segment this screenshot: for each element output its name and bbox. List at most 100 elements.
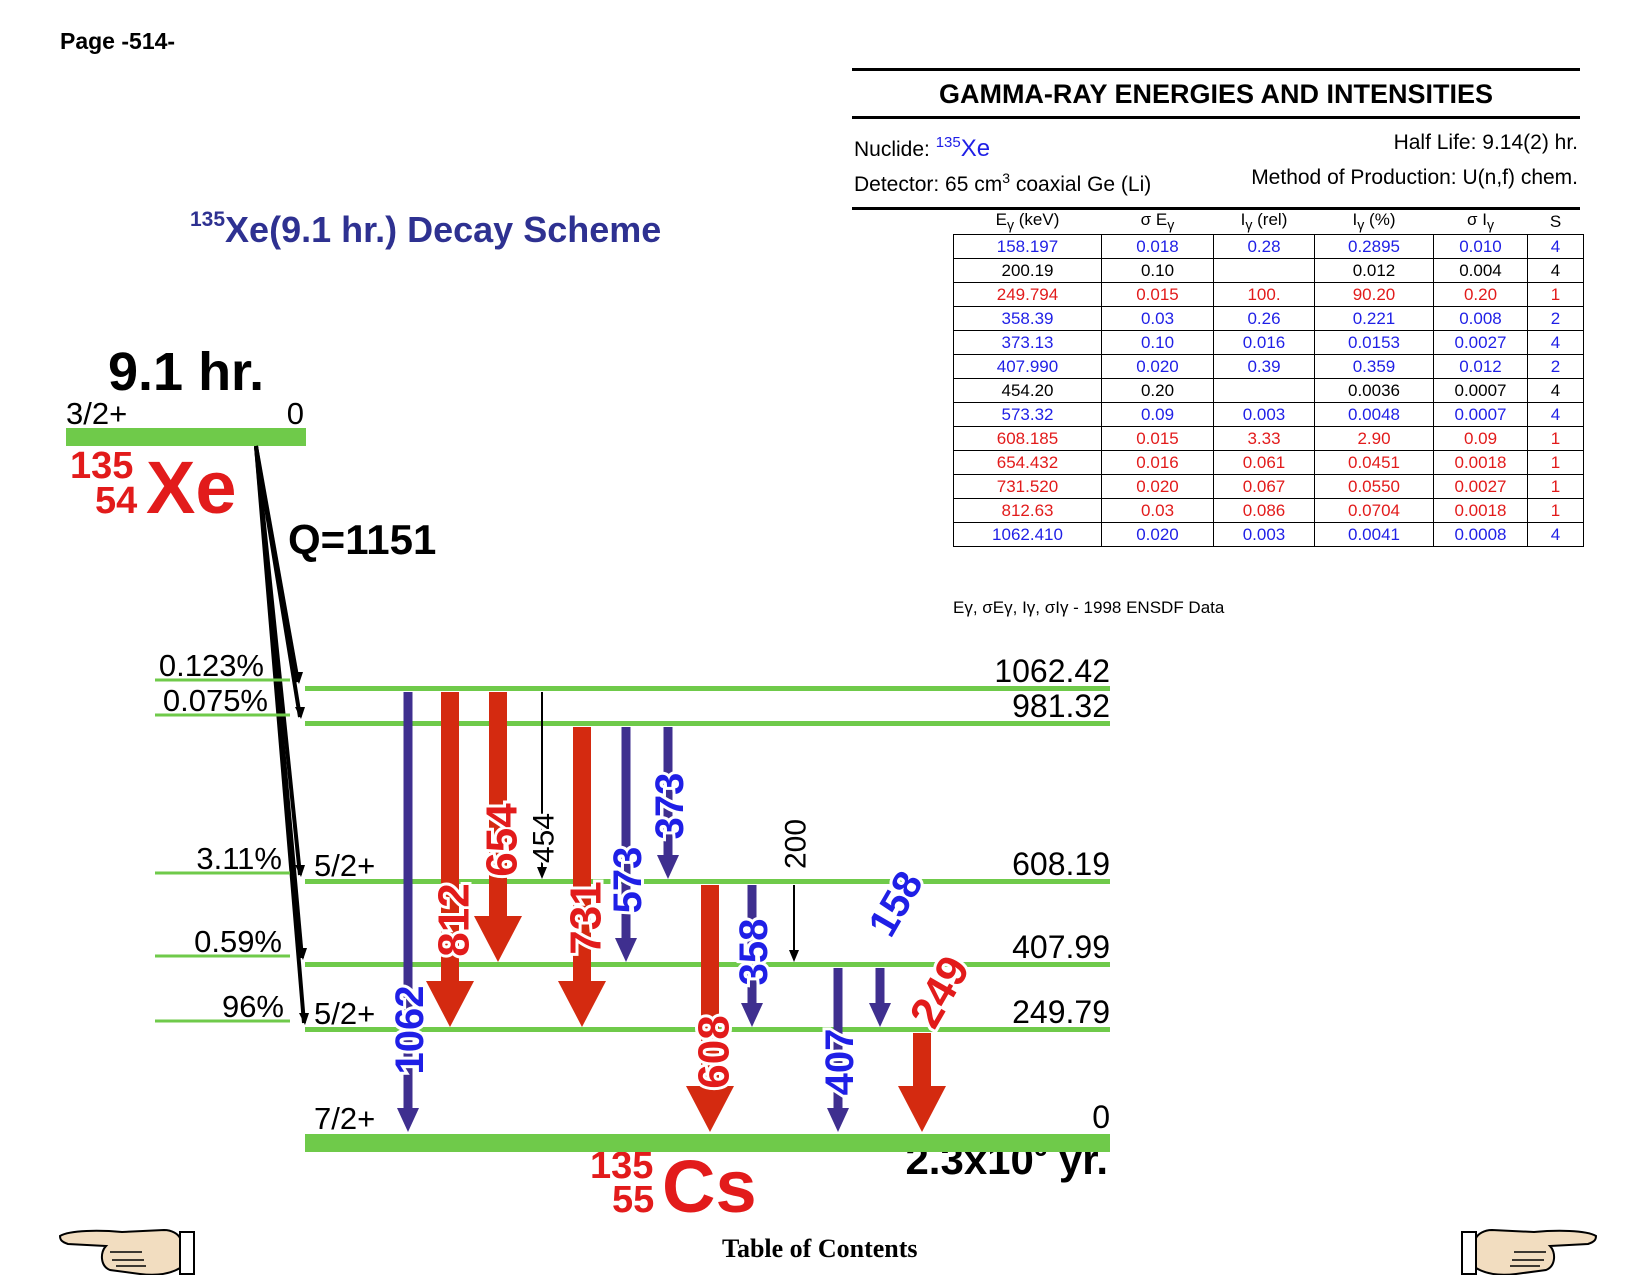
table-cell: 0.0048 (1314, 402, 1434, 427)
table-row: 373.13 0.10 0.016 0.0153 0.0027 4 (953, 330, 1584, 355)
table-cell: 4 (1527, 378, 1584, 403)
table-cell: 0.067 (1213, 474, 1315, 499)
gamma-ray-table: Eγ (keV) σ Eγ Iγ (rel) Iγ (%) σ Iγ S 158… (953, 210, 1584, 547)
level-line (305, 721, 1110, 726)
table-cell: 0.03 (1101, 306, 1214, 331)
col-header-sigma-energy: σ Eγ (1140, 210, 1175, 234)
table-cell: 4 (1527, 234, 1584, 259)
transition-arrowhead (789, 950, 799, 962)
table-row: 608.185 0.015 3.33 2.90 0.09 1 (953, 426, 1584, 451)
table-row: 454.20 0.20 0.0036 0.0007 4 (953, 378, 1584, 403)
table-cell: 90.20 (1314, 282, 1434, 307)
transition-arrowhead (558, 981, 606, 1027)
transition-energy-label: 1062 (388, 986, 432, 1075)
transition-energy-label: 407 (818, 1029, 862, 1096)
table-cell: 100. (1213, 282, 1315, 307)
transition-arrow-shaft (441, 692, 459, 981)
transition-arrow-shaft (403, 692, 413, 1108)
table-cell: 1 (1527, 498, 1584, 523)
header-mid-rule (852, 116, 1580, 119)
level-energy-label: 1062.42 (994, 653, 1110, 689)
table-cell: 731.520 (953, 474, 1102, 499)
transition-energy-label: 454 (528, 813, 561, 863)
table-cell: 0.018 (1101, 234, 1214, 259)
gamma-header: GAMMA-RAY ENERGIES AND INTENSITIES Nucli… (852, 68, 1580, 210)
feed-percent-label: 0.123% (159, 648, 264, 683)
parent-symbol: Xe (146, 446, 237, 529)
table-cell: 0.0041 (1314, 522, 1434, 547)
table-cell: 0.003 (1213, 402, 1315, 427)
transition-arrowhead (474, 916, 522, 962)
table-cell: 358.39 (953, 306, 1102, 331)
transition-energy-label: 249 (900, 948, 979, 1036)
feeding-arrowhead (295, 865, 305, 877)
q-value: Q=1151 (288, 516, 436, 563)
table-cell: 0.0008 (1433, 522, 1528, 547)
transition-arrow-shaft (573, 727, 591, 981)
transition-energy-label: 731 (562, 881, 611, 954)
nuclide-info: Nuclide: 135Xe (854, 129, 990, 164)
table-cell: 0.0550 (1314, 474, 1434, 499)
header-bottom-rule (852, 207, 1580, 210)
feeding-arrowhead (295, 707, 305, 719)
table-cell: 3.33 (1213, 426, 1315, 451)
transition-energy-label: 573 (606, 847, 650, 914)
level-energy-label: 249.79 (1012, 994, 1110, 1030)
parent-level-bar (66, 428, 306, 446)
production-info: Method of Production: U(n,f) chem. (1251, 166, 1578, 189)
nuclide-label: Nuclide: (854, 138, 936, 161)
table-cell: 4 (1527, 330, 1584, 355)
transition-energy-label: 608 (690, 1015, 739, 1088)
transition-arrowhead (537, 867, 547, 879)
transition-arrow-shaft (747, 885, 757, 1003)
daughter-atomic-number: 55 (612, 1179, 654, 1221)
level-line (305, 1134, 1110, 1152)
transition-arrow-shaft (541, 692, 543, 867)
detector-info: Detector: 65 cm3 coaxial Ge (Li) (854, 164, 1151, 199)
table-row: 358.39 0.03 0.26 0.221 0.008 2 (953, 306, 1584, 331)
transition-arrowhead (741, 1003, 763, 1027)
table-cell: 812.63 (953, 498, 1102, 523)
table-cell: 2 (1527, 354, 1584, 379)
table-cell: 158.197 (953, 234, 1102, 259)
level-spin-label: 7/2+ (314, 1101, 375, 1136)
table-cell (1213, 378, 1315, 403)
table-header-row: Eγ (keV) σ Eγ Iγ (rel) Iγ (%) σ Iγ S (954, 210, 1584, 235)
feeding-arrowhead (299, 1013, 309, 1025)
table-cell: 0.03 (1101, 498, 1214, 523)
transition-arrow-shaft (489, 692, 507, 916)
table-row: 731.520 0.020 0.067 0.0550 0.0027 1 (953, 474, 1584, 499)
table-of-contents-link[interactable]: Table of Contents (722, 1234, 918, 1263)
table-cell: 0.0704 (1314, 498, 1434, 523)
transition-arrow-shaft (621, 727, 631, 938)
table-row: 200.19 0.10 0.012 0.004 4 (953, 258, 1584, 283)
feed-percent-label: 0.075% (163, 683, 268, 718)
transition-arrowhead (898, 1086, 946, 1132)
table-cell: 249.794 (953, 282, 1102, 307)
feed-percent-label: 0.59% (194, 924, 282, 959)
detector-sup: 3 (1002, 170, 1011, 186)
table-cell: 0.004 (1433, 258, 1528, 283)
prev-page-hand-icon[interactable] (59, 1229, 195, 1275)
col-header-intensity-rel: Iγ (rel) (1240, 210, 1288, 234)
transition-arrowhead (657, 855, 679, 879)
transition-energy-label: 200 (780, 819, 813, 869)
parent-mass-number: 135 (70, 445, 133, 487)
detector-prefix: Detector: 65 cm (854, 173, 1003, 196)
half-life-info: Half Life: 9.14(2) hr. (1393, 131, 1578, 154)
level-energy-label: 407.99 (1012, 929, 1110, 965)
table-cell: 0.20 (1101, 378, 1214, 403)
table-cell: 0.016 (1101, 450, 1214, 475)
table-row: 573.32 0.09 0.003 0.0048 0.0007 4 (953, 402, 1584, 427)
detector-suffix: coaxial Ge (Li) (1010, 173, 1152, 196)
table-cell: 4 (1527, 402, 1584, 427)
transition-arrow-shaft (833, 968, 843, 1108)
col-header-sigma-intensity: σ Iγ (1466, 210, 1495, 234)
next-page-hand-icon[interactable] (1461, 1229, 1597, 1275)
level-energy-label: 608.19 (1012, 846, 1110, 882)
table-cell: 0.359 (1314, 354, 1434, 379)
col-header-energy: Eγ (keV) (995, 210, 1060, 234)
level-energy-label: 981.32 (1012, 688, 1110, 724)
title-text: Xe(9.1 hr.) Decay Scheme (225, 209, 662, 250)
